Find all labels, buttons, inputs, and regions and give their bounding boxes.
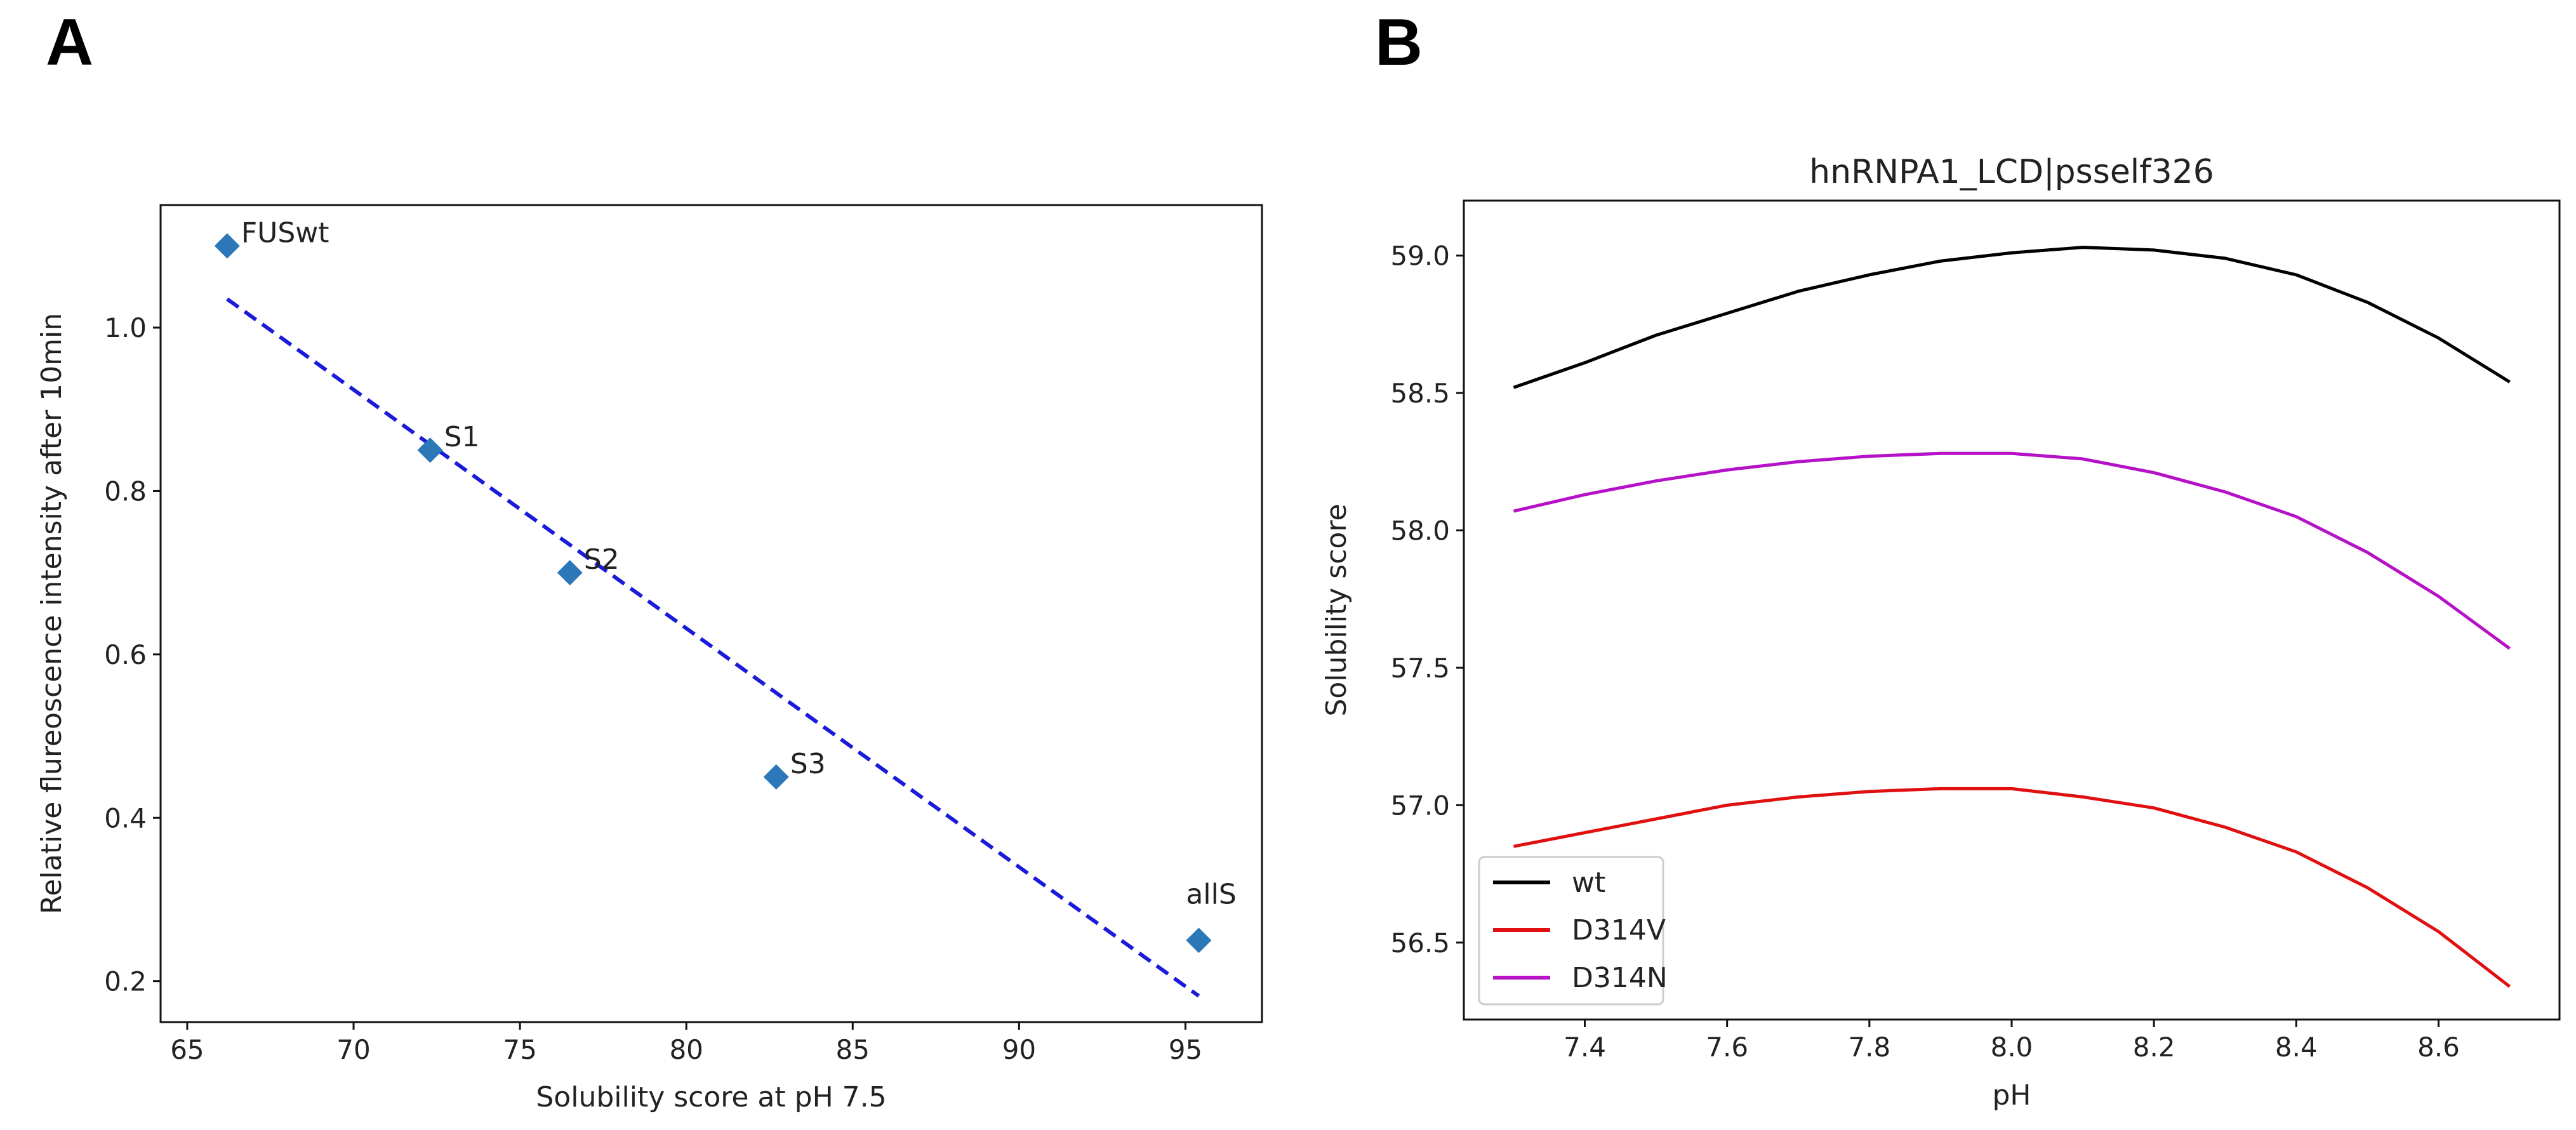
legend-label-d314v: D314V xyxy=(1572,914,1666,947)
x-tick-label: 95 xyxy=(1169,1034,1202,1065)
y-tick-label: 0.4 xyxy=(104,802,147,834)
data-point-s3 xyxy=(763,764,789,790)
y-tick-label: 58.5 xyxy=(1390,378,1450,409)
fit-line xyxy=(226,297,1200,998)
y-tick-label: 0.8 xyxy=(104,475,147,507)
x-tick-label: 8.2 xyxy=(2133,1032,2175,1063)
y-tick-label: 0.6 xyxy=(104,639,147,670)
x-tick-label: 8.4 xyxy=(2275,1032,2318,1063)
y-tick-label: 57.0 xyxy=(1390,790,1450,821)
legend-box xyxy=(1478,856,1664,1006)
y-axis-label: Relative flureoscence intensity after 10… xyxy=(36,313,68,914)
data-point-s2 xyxy=(557,560,583,586)
plot-frame xyxy=(159,204,1263,1023)
y-tick-label: 1.0 xyxy=(104,312,147,343)
data-label-s1: S1 xyxy=(444,421,480,453)
line-chart-panel-b: 7.4 7.6 7.8 8.0 8.2 8.4 8.6 56.5 57.0 57.5 58.0 58.… xyxy=(1320,153,2561,1112)
y-tick-label: 57.5 xyxy=(1390,653,1450,684)
panel-letter-b: B xyxy=(1375,6,1423,79)
data-point-s1 xyxy=(417,437,443,463)
x-tick-label: 8.6 xyxy=(2417,1032,2460,1063)
x-axis-label: Solubility score at pH 7.5 xyxy=(536,1081,886,1113)
y-tick-label: 59.0 xyxy=(1390,241,1450,272)
x-tick-label: 85 xyxy=(836,1034,870,1065)
scatter-chart-panel-a: 65 70 75 80 85 90 95 0.2 0.4 0.6 0.8 1.0 Solubility … xyxy=(36,204,1263,1113)
data-point-fuswt xyxy=(214,233,240,259)
y-axis-label: Solubility score xyxy=(1320,503,1353,716)
x-tick-label: 7.8 xyxy=(1848,1032,1890,1063)
x-tick-label: 90 xyxy=(1002,1034,1036,1065)
x-axis-label: pH xyxy=(1992,1079,2031,1112)
data-point-alls xyxy=(1186,927,1212,954)
x-tick-label: 75 xyxy=(503,1034,536,1065)
x-tick-label: 80 xyxy=(669,1034,703,1065)
x-tick-label: 7.6 xyxy=(1706,1032,1748,1063)
y-tick-label: 56.5 xyxy=(1390,927,1450,959)
data-label-s3: S3 xyxy=(790,748,826,780)
x-tick-label: 70 xyxy=(336,1034,370,1065)
legend-label-wt: wt xyxy=(1572,867,1605,899)
data-label-alls: allS xyxy=(1186,878,1236,910)
series-line-wt xyxy=(1513,246,2511,389)
series-line-d314v xyxy=(1513,787,2511,988)
series-line-d314n xyxy=(1513,451,2511,650)
x-tick-label: 8.0 xyxy=(1991,1032,2033,1063)
panel-letter-a: A xyxy=(46,6,93,79)
legend-label-d314n: D314N xyxy=(1572,962,1668,994)
x-tick-label: 65 xyxy=(170,1034,204,1065)
chart-title: hnRNPA1_LCD|psself326 xyxy=(1809,153,2214,191)
data-label-s2: S2 xyxy=(584,543,620,576)
data-label-fuswt: FUSwt xyxy=(241,216,329,249)
y-tick-label: 0.2 xyxy=(104,966,147,997)
y-tick-label: 58.0 xyxy=(1390,515,1450,546)
x-tick-label: 7.4 xyxy=(1564,1032,1606,1063)
